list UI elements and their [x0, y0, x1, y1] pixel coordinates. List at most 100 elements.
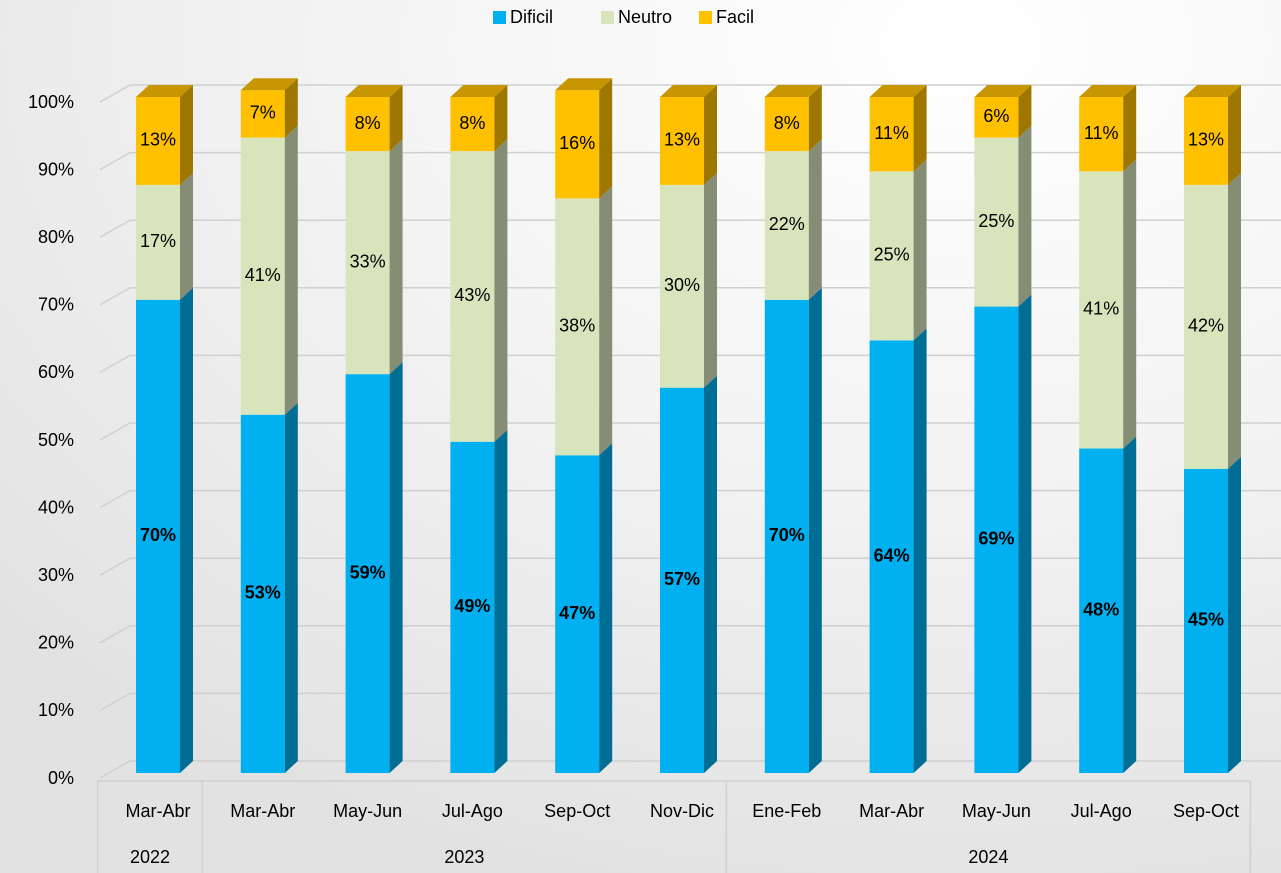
bar-front [1184, 97, 1228, 185]
bar-side [284, 125, 298, 415]
bar-front [136, 184, 180, 300]
legend-label: Dificil [510, 7, 553, 27]
bar-side [808, 287, 822, 773]
bar-side [1228, 85, 1241, 185]
x-tick-label: Jul-Ago [1071, 801, 1132, 821]
bar-top [1079, 85, 1137, 97]
bar-side [1123, 436, 1137, 773]
bar-front [136, 97, 180, 185]
bar-side [1123, 85, 1137, 172]
bar-front [136, 299, 180, 773]
bar-side [913, 85, 927, 172]
bar [1184, 85, 1241, 185]
bar-side [389, 362, 403, 773]
y-tick-label: 0% [48, 768, 74, 788]
bar-side [494, 85, 508, 152]
bar-side [284, 78, 298, 138]
legend-label: Facil [716, 7, 754, 27]
bar [1184, 172, 1241, 469]
y-tick-label: 10% [38, 700, 74, 720]
legend-swatch [601, 11, 614, 24]
bar [136, 85, 193, 185]
y-tick-label: 100% [28, 92, 74, 112]
bar-front [555, 198, 600, 456]
bar-side [1018, 125, 1032, 307]
data-label: 57% [664, 569, 700, 589]
data-label: 13% [664, 130, 700, 150]
bar [869, 328, 927, 773]
data-label: 48% [1083, 600, 1119, 620]
bar-front [974, 306, 1019, 773]
x-tick-label: May-Jun [962, 801, 1031, 821]
data-label: 33% [350, 251, 386, 271]
y-tick-label: 80% [38, 227, 74, 247]
bar-front [869, 97, 914, 172]
bar-side [599, 186, 613, 456]
data-label: 25% [978, 211, 1014, 231]
bar [240, 78, 298, 138]
bar-front [764, 97, 809, 152]
bar-front [345, 151, 390, 375]
data-label: 8% [459, 113, 485, 133]
bar-front [450, 441, 495, 773]
bar-top [240, 78, 298, 91]
bar-side [1228, 172, 1241, 469]
x-tick-label: Ene-Feb [752, 801, 821, 821]
x-tick-label: Sep-Oct [1173, 801, 1239, 821]
data-label: 47% [559, 603, 595, 623]
bar-top [764, 85, 822, 97]
data-label: 16% [559, 133, 595, 153]
bar-top [450, 85, 508, 97]
y-tick-label: 20% [38, 633, 74, 653]
bar-front [974, 97, 1019, 138]
bar [345, 362, 403, 773]
bar [555, 78, 613, 199]
bar-side [599, 78, 613, 199]
bar [1079, 159, 1137, 449]
bar-top [1184, 85, 1241, 97]
bar-side [704, 85, 717, 185]
data-label: 30% [664, 275, 700, 295]
bar-side [180, 85, 193, 185]
bar [869, 159, 927, 341]
data-label: 11% [874, 123, 909, 143]
legend-swatch [699, 11, 712, 24]
bar-side [1018, 85, 1032, 138]
year-label: 2022 [130, 847, 170, 867]
bar [660, 172, 717, 388]
bar-top [660, 85, 717, 97]
x-tick-label: Mar-Abr [859, 801, 924, 821]
data-label: 22% [769, 214, 805, 234]
data-label: 13% [140, 130, 176, 150]
data-label: 41% [1083, 299, 1119, 319]
bar-front [1184, 468, 1228, 773]
bar-front [240, 414, 285, 773]
year-label: 2023 [444, 847, 484, 867]
data-label: 69% [978, 529, 1014, 549]
y-tick-label: 70% [38, 295, 74, 315]
bar [450, 139, 508, 442]
data-label: 25% [874, 245, 910, 265]
x-tick-label: May-Jun [333, 801, 402, 821]
bar-front [660, 184, 704, 388]
bar [869, 85, 927, 172]
x-tick-label: Jul-Ago [442, 801, 503, 821]
data-label: 43% [454, 285, 490, 305]
bar-top [974, 85, 1032, 97]
data-label: 38% [559, 316, 595, 336]
bar-side [808, 139, 822, 300]
data-label: 17% [140, 231, 176, 251]
bar [1079, 85, 1137, 172]
bar [660, 85, 717, 185]
data-label: 8% [774, 113, 800, 133]
legend-swatch [493, 11, 506, 24]
data-label: 70% [140, 525, 176, 545]
y-tick-label: 40% [38, 497, 74, 517]
x-tick-label: Mar-Abr [230, 801, 295, 821]
bar-front [660, 387, 704, 773]
bar [240, 402, 298, 773]
bar-front [1079, 448, 1124, 773]
bar-top [345, 85, 403, 97]
